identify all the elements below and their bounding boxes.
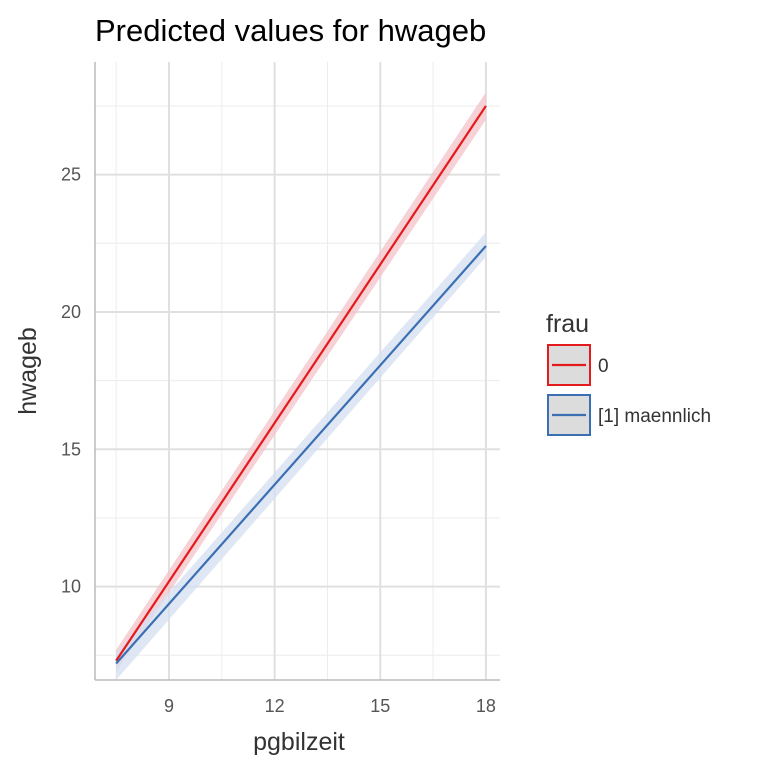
tick-labels: 9 12 15 18 10 15 20 25 (61, 165, 496, 716)
y-tick-label: 25 (61, 165, 81, 185)
y-axis-title: hwageb (14, 327, 42, 415)
legend: frau 0 [1] maennlich (546, 310, 711, 436)
legend-items: 0 [1] maennlich (547, 344, 711, 436)
x-tick-label: 18 (476, 696, 496, 716)
grid (95, 62, 500, 680)
y-tick-label: 10 (61, 577, 81, 597)
x-tick-label: 12 (265, 696, 285, 716)
series-lines (115, 105, 487, 665)
legend-title: frau (546, 310, 589, 338)
legend-label: 0 (598, 356, 609, 377)
x-tick-label: 9 (164, 696, 174, 716)
y-tick-label: 15 (61, 439, 81, 459)
y-tick-label: 20 (61, 302, 81, 322)
confidence-bands (116, 92, 486, 680)
axes (94, 62, 500, 681)
x-tick-label: 15 (370, 696, 390, 716)
series-line (115, 245, 487, 665)
legend-label: [1] maennlich (598, 406, 711, 427)
series-line (115, 105, 487, 662)
x-axis-title: pgbilzeit (253, 728, 345, 756)
chart-title: Predicted values for hwageb (95, 13, 486, 48)
